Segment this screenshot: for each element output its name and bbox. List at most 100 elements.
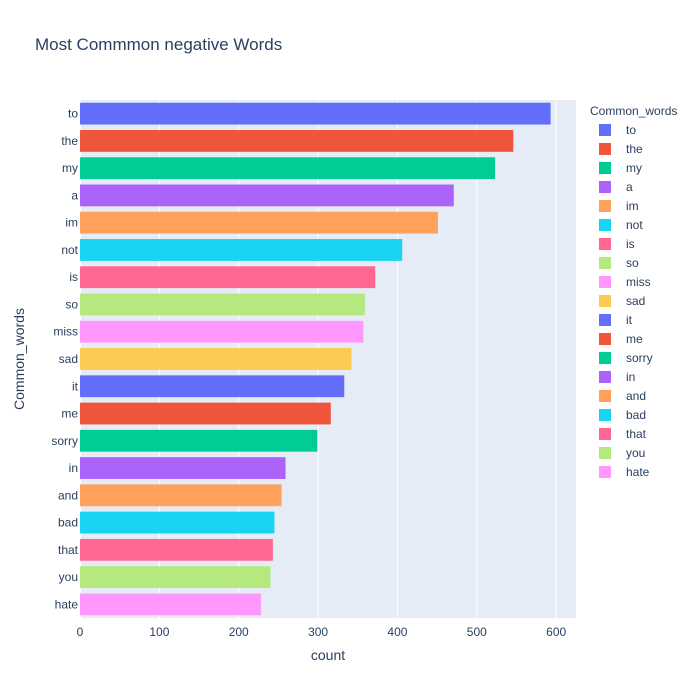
legend[interactable]: Common_words to the my a im not is so miss sad it m… — [590, 104, 677, 479]
legend-label: not — [626, 218, 643, 232]
legend-swatch — [599, 333, 611, 345]
y-tick-label: so — [65, 297, 78, 311]
y-tick-label: im — [65, 216, 78, 230]
x-tick-label: 300 — [308, 625, 328, 639]
x-tick-label: 200 — [229, 625, 249, 639]
legend-label: my — [626, 161, 642, 175]
legend-item-my[interactable]: my — [599, 161, 642, 175]
legend-item-and[interactable]: and — [599, 389, 646, 403]
legend-label: bad — [626, 408, 646, 422]
bar-a[interactable] — [80, 184, 454, 207]
y-tick-label: a — [71, 188, 78, 202]
y-tick-label: miss — [53, 325, 78, 339]
bar-to[interactable] — [80, 102, 551, 125]
legend-item-me[interactable]: me — [599, 332, 643, 346]
legend-label: im — [626, 199, 639, 213]
legend-swatch — [599, 143, 611, 155]
bar-is[interactable] — [80, 266, 376, 289]
bar-me[interactable] — [80, 402, 331, 425]
bar-hate[interactable] — [80, 593, 261, 616]
legend-swatch — [599, 371, 611, 383]
legend-swatch — [599, 257, 611, 269]
bar-not[interactable] — [80, 239, 403, 261]
x-tick-label: 500 — [467, 625, 487, 639]
bar-that[interactable] — [80, 538, 273, 561]
y-tick-label: the — [61, 134, 78, 148]
legend-item-a[interactable]: a — [599, 180, 633, 194]
legend-label: it — [626, 313, 633, 327]
y-tick-label: in — [69, 461, 78, 475]
legend-swatch — [599, 219, 611, 231]
legend-item-you[interactable]: you — [599, 446, 645, 460]
bar-sad[interactable] — [80, 348, 352, 370]
legend-item-in[interactable]: in — [599, 370, 635, 384]
bar-sorry[interactable] — [80, 429, 318, 452]
legend-swatch — [599, 295, 611, 307]
legend-swatch — [599, 181, 611, 193]
legend-label: that — [626, 427, 647, 441]
legend-swatch — [599, 352, 611, 364]
x-tick-label: 0 — [77, 625, 84, 639]
legend-item-to[interactable]: to — [599, 123, 636, 137]
y-axis-ticks: to the my a im not is so miss sad it me sorry in and ba… — [51, 107, 78, 612]
legend-label: miss — [626, 275, 651, 289]
bar-the[interactable] — [80, 129, 514, 152]
x-tick-label: 600 — [546, 625, 566, 639]
bar-im[interactable] — [80, 211, 438, 234]
legend-label: hate — [626, 465, 650, 479]
legend-item-im[interactable]: im — [599, 199, 639, 213]
chart-title: Most Commmon negative Words — [35, 35, 282, 54]
legend-item-hate[interactable]: hate — [599, 465, 650, 479]
legend-swatch — [599, 409, 611, 421]
legend-label: sorry — [626, 351, 653, 365]
legend-item-not[interactable]: not — [599, 218, 643, 232]
x-tick-label: 100 — [149, 625, 169, 639]
bar-and[interactable] — [80, 484, 282, 507]
legend-item-so[interactable]: so — [599, 256, 639, 270]
legend-item-the[interactable]: the — [599, 142, 643, 156]
legend-label: me — [626, 332, 643, 346]
y-tick-label: is — [69, 270, 78, 284]
y-tick-label: that — [58, 543, 79, 557]
bar-it[interactable] — [80, 375, 345, 398]
legend-label: the — [626, 142, 643, 156]
legend-swatch — [599, 314, 611, 326]
bar-in[interactable] — [80, 457, 286, 479]
legend-label: sad — [626, 294, 645, 308]
bar-you[interactable] — [80, 566, 271, 589]
legend-swatch — [599, 276, 611, 288]
legend-item-bad[interactable]: bad — [599, 408, 646, 422]
legend-item-sorry[interactable]: sorry — [599, 351, 653, 365]
legend-swatch — [599, 447, 611, 459]
x-tick-label: 400 — [387, 625, 407, 639]
legend-label: a — [626, 180, 633, 194]
bar-bad[interactable] — [80, 511, 275, 534]
legend-swatch — [599, 124, 611, 136]
legend-item-it[interactable]: it — [599, 313, 633, 327]
legend-label: and — [626, 389, 646, 403]
bar-so[interactable] — [80, 293, 365, 316]
legend-item-miss[interactable]: miss — [599, 275, 651, 289]
bar-miss[interactable] — [80, 320, 364, 343]
legend-item-that[interactable]: that — [599, 427, 647, 441]
y-tick-label: and — [58, 488, 78, 502]
legend-label: to — [626, 123, 636, 137]
y-tick-label: sorry — [51, 434, 78, 448]
legend-item-is[interactable]: is — [599, 237, 635, 251]
legend-swatch — [599, 200, 611, 212]
legend-swatch — [599, 428, 611, 440]
y-tick-label: it — [72, 379, 79, 393]
y-tick-label: bad — [58, 516, 78, 530]
y-axis-title: Common_words — [11, 308, 27, 410]
y-tick-label: to — [68, 107, 78, 121]
y-tick-label: not — [61, 243, 78, 257]
legend-swatch — [599, 390, 611, 402]
legend-title: Common_words — [590, 104, 677, 118]
legend-swatch — [599, 162, 611, 174]
bars — [80, 102, 551, 616]
bar-my[interactable] — [80, 157, 496, 180]
legend-item-sad[interactable]: sad — [599, 294, 645, 308]
y-tick-label: my — [62, 161, 78, 175]
legend-swatch — [599, 466, 611, 478]
